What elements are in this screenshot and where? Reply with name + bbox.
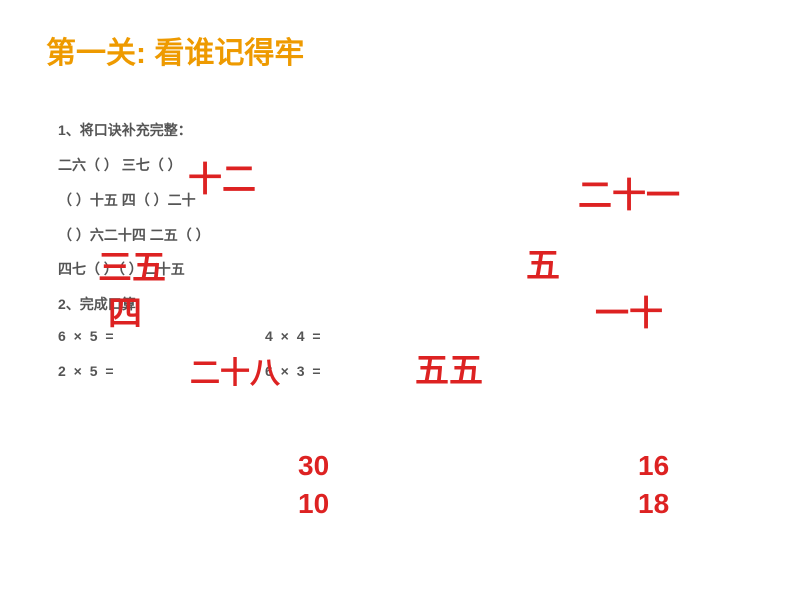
answer-fivefive: 五五	[415, 343, 483, 392]
answer-twentyone: 二十一	[578, 168, 680, 217]
page-title: 第一关: 看谁记得牢	[46, 28, 304, 72]
q1-line2: （ ）十五 四（ ）二十	[58, 190, 196, 210]
number-16: 16	[638, 450, 669, 482]
answer-oneten: 一十	[595, 286, 663, 335]
eq2: 4 × 4 =	[265, 328, 323, 344]
number-30: 30	[298, 450, 329, 482]
answer-twelve: 十二	[188, 152, 256, 201]
answer-five: 五	[526, 238, 560, 287]
answer-twentyeight: 二十八	[190, 348, 280, 392]
q1-line1: 二六（ ） 三七（ ）	[58, 155, 182, 175]
number-18: 18	[638, 488, 669, 520]
answer-threefive: 三五	[98, 240, 166, 289]
eq1: 6 × 5 =	[58, 328, 116, 344]
q1-label: 1、将口诀补充完整：	[58, 120, 192, 140]
number-10: 10	[298, 488, 329, 520]
eq3: 2 × 5 =	[58, 363, 116, 379]
answer-four: 四	[108, 286, 142, 335]
